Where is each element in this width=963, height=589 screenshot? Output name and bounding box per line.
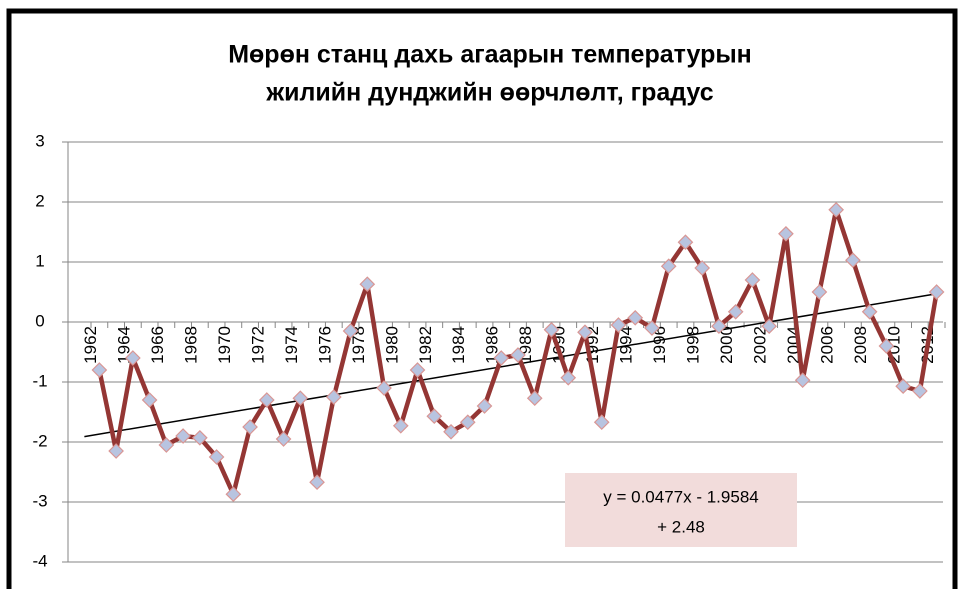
marker <box>828 201 845 218</box>
marker <box>845 252 861 269</box>
marker <box>593 414 610 431</box>
x-tick-label: 2000 <box>717 326 736 364</box>
marker <box>91 362 108 378</box>
marker <box>443 423 459 440</box>
x-tick-label: 1968 <box>181 326 200 364</box>
marker <box>158 437 175 453</box>
marker <box>912 383 928 399</box>
chart-title: Мөрөн станц дахь агаарын температурын <box>228 41 752 69</box>
equation-box <box>565 473 797 547</box>
marker <box>811 284 828 300</box>
x-tick-label: 1970 <box>215 326 234 364</box>
marker <box>108 443 124 459</box>
marker <box>376 380 392 396</box>
y-tick-label: 0 <box>35 311 44 330</box>
marker <box>711 318 727 335</box>
y-tick-label: -3 <box>32 491 47 510</box>
marker <box>610 317 627 333</box>
marker <box>459 414 476 431</box>
marker <box>660 258 677 275</box>
marker <box>426 408 443 425</box>
marker <box>275 431 292 447</box>
marker <box>292 390 309 407</box>
marker <box>325 389 342 405</box>
x-tick-label: 1998 <box>684 326 703 364</box>
marker <box>191 429 208 446</box>
marker <box>409 362 426 378</box>
marker <box>242 419 258 435</box>
y-tick-label: 1 <box>35 251 44 270</box>
x-tick-label: 1976 <box>315 326 334 364</box>
marker <box>392 417 409 434</box>
x-tick-label: 2008 <box>851 326 870 364</box>
x-tick-label: 1974 <box>282 326 301 364</box>
x-tick-label: 1994 <box>617 326 636 364</box>
marker <box>794 372 811 389</box>
y-tick-label: -2 <box>32 431 47 450</box>
marker <box>125 350 141 366</box>
marker <box>878 338 895 354</box>
window-frame <box>6 8 958 589</box>
marker <box>342 323 359 339</box>
marker <box>359 276 376 293</box>
marker <box>627 309 644 326</box>
marker <box>895 378 911 395</box>
marker <box>928 284 945 300</box>
x-tick-label: 2006 <box>818 326 837 364</box>
marker <box>258 392 275 408</box>
marker <box>510 347 526 363</box>
marker <box>577 324 593 341</box>
y-tick-label: 2 <box>35 191 44 210</box>
x-tick-label: 2002 <box>751 326 770 364</box>
marker <box>778 225 794 242</box>
chart-title: жилийн дунджийн өөрчлөлт, градус <box>265 79 713 107</box>
marker <box>560 369 577 386</box>
marker <box>744 272 761 288</box>
y-tick-label: -4 <box>32 551 47 570</box>
y-tick-label: -1 <box>32 371 47 390</box>
x-tick-label: 1972 <box>248 326 267 364</box>
marker <box>861 303 878 320</box>
marker <box>493 350 510 366</box>
marker <box>526 390 543 407</box>
x-tick-label: 1986 <box>483 326 502 364</box>
x-tick-label: 1982 <box>416 326 435 364</box>
x-tick-label: 1984 <box>449 326 468 364</box>
marker <box>208 449 225 465</box>
marker <box>694 260 711 276</box>
x-tick-label: 1964 <box>114 326 133 364</box>
marker <box>309 474 325 491</box>
x-tick-label: 1996 <box>650 326 669 364</box>
marker <box>677 234 694 251</box>
marker <box>141 392 158 408</box>
y-tick-label: 3 <box>35 131 44 150</box>
x-tick-label: 1966 <box>148 326 167 364</box>
marker <box>225 486 242 503</box>
x-tick-label: 1980 <box>382 326 401 364</box>
equation: + 2.48 <box>657 517 705 536</box>
marker <box>761 318 778 335</box>
marker <box>727 303 744 320</box>
marker <box>175 428 191 444</box>
x-tick-label: 1962 <box>81 326 100 364</box>
equation: y = 0.0477x - 1.9584 <box>603 487 758 506</box>
marker <box>644 320 660 336</box>
marker <box>543 321 560 338</box>
marker <box>476 398 493 414</box>
